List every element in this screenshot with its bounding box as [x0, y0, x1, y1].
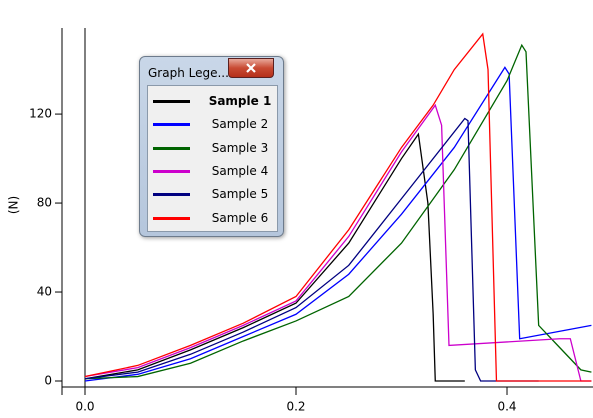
legend-swatch	[153, 193, 190, 197]
x-tick-label: 0.0	[75, 400, 94, 414]
legend-entry: Sample 1	[148, 91, 277, 111]
legend-swatch	[153, 216, 190, 220]
y-tick-label: 0	[44, 373, 52, 387]
legend-window[interactable]: Graph Lege... Sample 1 Sample 2 Sample 3 Sa…	[139, 56, 284, 237]
y-tick-label: 40	[37, 285, 52, 299]
series-line	[84, 32, 592, 382]
legend-entry: Sample 6	[148, 208, 277, 228]
x-tick-label: 0.4	[497, 400, 516, 414]
close-icon	[246, 63, 256, 73]
legend-entry: Sample 4	[148, 161, 277, 181]
close-x	[246, 63, 256, 73]
y-tick-label: 120	[29, 107, 52, 121]
series-line	[84, 43, 592, 380]
legend-label: Sample 5	[211, 187, 269, 202]
legend-body: Sample 1 Sample 2 Sample 3 Sample 4 Sample 5…	[147, 85, 278, 232]
legend-label: Sample 6	[211, 210, 269, 225]
y-tick-label: 80	[37, 196, 52, 210]
series-line	[84, 132, 465, 382]
legend-label: Sample 2	[211, 117, 269, 132]
legend-swatch	[153, 123, 190, 127]
legend-entry: Sample 2	[148, 114, 277, 134]
legend-swatch	[153, 169, 190, 173]
legend-entry: Sample 5	[148, 184, 277, 204]
series-line	[84, 103, 592, 382]
series-line	[84, 117, 539, 382]
close-button[interactable]	[228, 58, 274, 78]
legend-entry: Sample 3	[148, 138, 277, 158]
x-tick-label: 0.2	[286, 400, 305, 414]
legend-label: Sample 3	[211, 140, 269, 155]
legend-label: Sample 4	[211, 163, 269, 178]
series-line	[84, 66, 592, 382]
legend-title: Graph Lege...	[148, 66, 229, 80]
legend-label: Sample 1	[208, 94, 272, 108]
legend-swatch	[153, 146, 190, 150]
legend-swatch	[153, 100, 190, 103]
y-axis-label: (N)	[7, 196, 21, 214]
